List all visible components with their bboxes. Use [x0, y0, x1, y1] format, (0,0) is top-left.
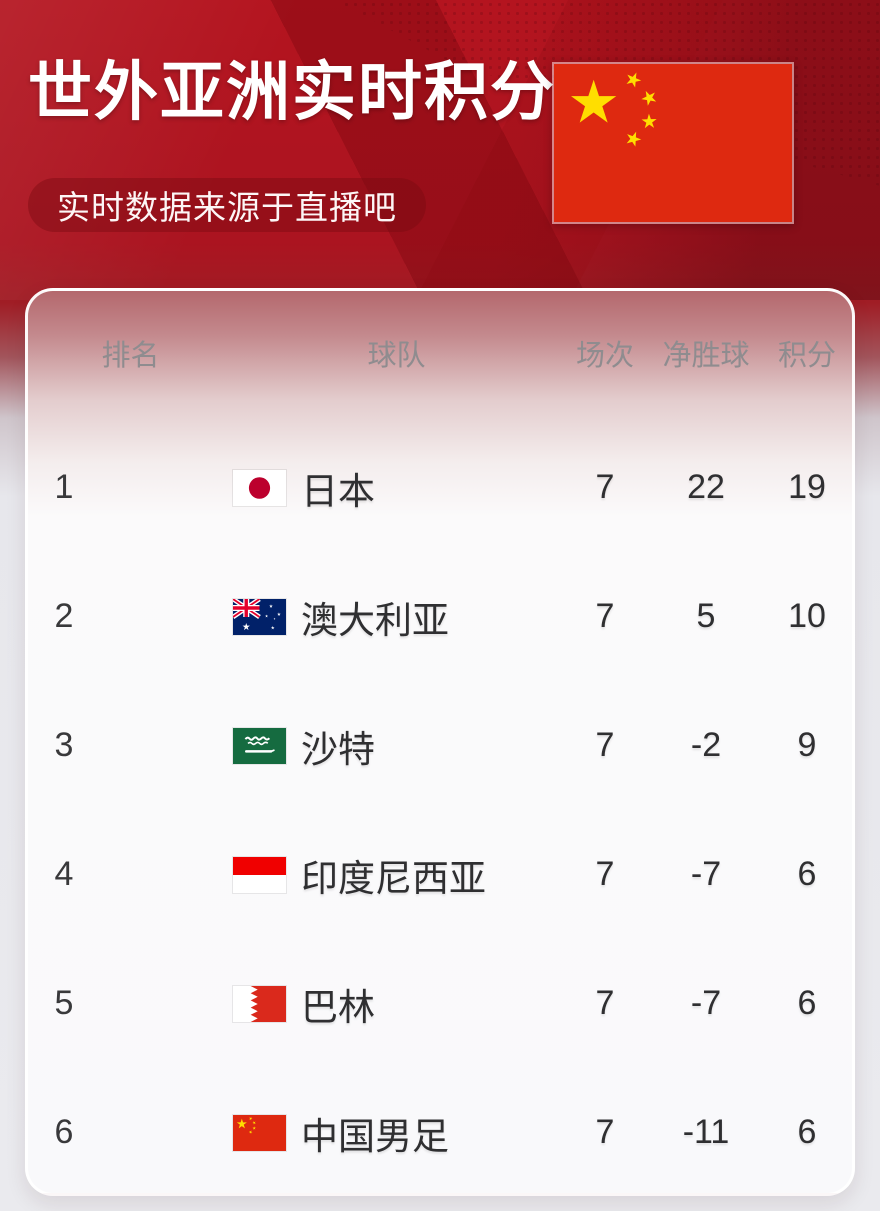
china-flag [552, 62, 794, 224]
standings-rows: 1 日本 7 22 19 2 澳大利亚 7 5 [28, 381, 852, 1197]
table-header: 排名 球队 场次 净胜球 积分 [28, 291, 852, 381]
column-header-played: 场次 [575, 340, 634, 372]
china-flag [554, 64, 792, 222]
page-title: 世外亚洲实时积分 [28, 56, 556, 128]
played-cell: 7 [595, 726, 615, 764]
team-flag [233, 598, 286, 635]
australia-flag [233, 598, 286, 635]
subtitle-text: 实时数据来源于直播吧 [57, 189, 397, 226]
table-row: 5 巴林 7 -7 6 [28, 939, 852, 1068]
column-header-points: 积分 [777, 340, 836, 372]
column-header-team: 球队 [367, 340, 426, 372]
team-cell: 巴林 [100, 977, 560, 1031]
china-flag [233, 1114, 286, 1151]
team-name: 中国男足 [301, 1115, 449, 1157]
goal-diff-cell: -11 [682, 1113, 730, 1151]
played-cell: 7 [595, 855, 615, 893]
points-cell: 6 [797, 855, 817, 893]
played-cell: 7 [595, 597, 615, 635]
standings-card: 排名 球队 场次 净胜球 积分 1 日本 7 22 19 2 [25, 288, 855, 1196]
rank-cell: 6 [54, 1113, 74, 1151]
rank-cell: 3 [54, 726, 74, 764]
rank-cell: 4 [54, 855, 74, 893]
played-cell: 7 [595, 1113, 615, 1151]
goal-diff-cell: -7 [690, 855, 722, 893]
column-header-rank: 排名 [101, 340, 160, 372]
team-cell: 日本 [100, 461, 560, 515]
team-cell: 中国男足 [100, 1106, 560, 1160]
played-cell: 7 [595, 468, 615, 506]
goal-diff-cell: -2 [690, 726, 722, 764]
points-cell: 6 [797, 1113, 817, 1151]
team-name: 澳大利亚 [301, 599, 449, 641]
japan-flag [233, 469, 286, 506]
subtitle-pill: 实时数据来源于直播吧 [28, 178, 426, 232]
team-flag [233, 1114, 286, 1151]
team-name: 巴林 [301, 986, 375, 1028]
table-row: 3 沙特 7 -2 9 [28, 681, 852, 810]
team-cell: 沙特 [100, 719, 560, 773]
team-name: 日本 [301, 470, 375, 512]
points-cell: 19 [788, 468, 826, 506]
team-flag [233, 469, 286, 506]
saudi-flag [233, 727, 286, 764]
team-cell: 澳大利亚 [100, 590, 560, 644]
indonesia-flag [233, 856, 286, 893]
rank-cell: 2 [54, 597, 74, 635]
team-flag [233, 985, 286, 1022]
rank-cell: 1 [54, 468, 74, 506]
goal-diff-cell: -7 [690, 984, 722, 1022]
bahrain-flag [233, 985, 286, 1022]
points-cell: 6 [797, 984, 817, 1022]
team-flag [233, 727, 286, 764]
goal-diff-cell: 22 [687, 468, 725, 506]
played-cell: 7 [595, 984, 615, 1022]
team-name: 印度尼西亚 [301, 857, 486, 899]
points-cell: 10 [788, 597, 826, 635]
team-flag [233, 856, 286, 893]
table-row: 1 日本 7 22 19 [28, 423, 852, 552]
team-name: 沙特 [301, 728, 375, 770]
team-cell: 印度尼西亚 [100, 848, 560, 902]
rank-cell: 5 [54, 984, 74, 1022]
table-row: 2 澳大利亚 7 5 10 [28, 552, 852, 681]
points-cell: 9 [797, 726, 817, 764]
goal-diff-cell: 5 [696, 597, 716, 635]
table-row: 6 中国男足 7 -11 6 [28, 1068, 852, 1197]
column-header-goal-diff: 净胜球 [662, 340, 750, 372]
table-row: 4 印度尼西亚 7 -7 6 [28, 810, 852, 939]
